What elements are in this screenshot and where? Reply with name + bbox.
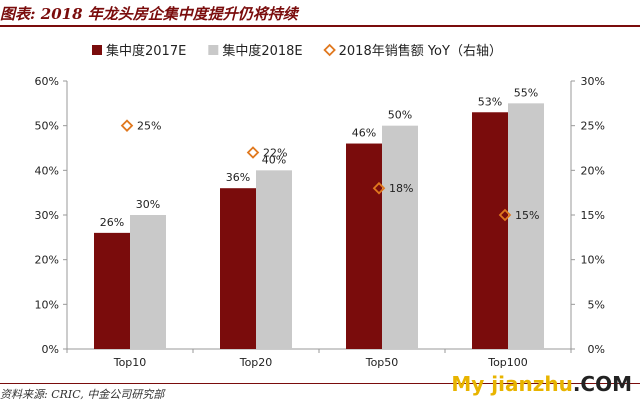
bar-2017e	[346, 143, 382, 349]
bar-2018e	[130, 215, 166, 349]
legend: 集中度2017E 集中度2018E 2018年销售额 YoY（右轴）	[92, 43, 502, 59]
axes: 0% 10% 20% 30% 40% 50% 60% 0% 5% 10% 15% 20% 25% 30% T…	[35, 75, 605, 369]
yoy-data-label: 18%	[389, 182, 413, 195]
legend-label: 集中度2017E	[106, 43, 186, 59]
title-divider	[0, 25, 640, 27]
bar-2018e	[508, 103, 544, 349]
y-left-tick-label: 10%	[35, 298, 59, 311]
yoy-data-label: 25%	[137, 120, 161, 133]
bar-2018e	[256, 170, 292, 349]
yoy-point	[246, 146, 260, 159]
bar-data-label: 30%	[136, 198, 160, 211]
y-left-tick-label: 0%	[42, 343, 59, 356]
chart-title: 图表: 2018 年龙头房企集中度提升仍将持续	[0, 5, 298, 23]
bar-2017e	[94, 232, 130, 349]
y-right-tick-label: 15%	[581, 209, 605, 222]
bar-data-label: 55%	[514, 86, 538, 99]
y-left-tick-label: 20%	[35, 254, 59, 267]
y-left-tick-label: 60%	[35, 75, 59, 88]
y-right-tick-label: 10%	[581, 254, 605, 267]
source-divider	[0, 383, 640, 384]
y-right-tick-label: 0%	[588, 343, 605, 356]
yoy-point	[120, 119, 134, 132]
x-tick-label: Top20	[239, 356, 273, 369]
chart-marks: 26% 30% 36% 40% 46% 50% 53% 55% 25% 22% 18% 15%	[94, 86, 544, 350]
yoy-point	[498, 208, 512, 222]
y-right-tick-label: 30%	[581, 75, 605, 88]
bar-data-label: 50%	[388, 109, 412, 122]
bar-data-label: 26%	[100, 216, 124, 229]
y-left-tick-label: 50%	[35, 120, 59, 133]
y-right-tick-label: 25%	[581, 120, 605, 133]
legend-label: 集中度2018E	[222, 43, 302, 59]
bar-2017e	[472, 112, 508, 350]
yoy-point	[372, 181, 386, 195]
legend-swatch	[92, 45, 102, 55]
legend-swatch	[208, 45, 219, 55]
y-left-tick-label: 30%	[35, 209, 59, 222]
legend-label: 2018年销售额 YoY（右轴）	[339, 43, 502, 59]
watermark-main: My jianzhu	[451, 372, 573, 396]
y-right-tick-label: 5%	[588, 298, 605, 311]
bar-data-label: 36%	[226, 171, 250, 184]
x-tick-label: Top10	[113, 356, 147, 369]
y-left-tick-label: 40%	[35, 164, 59, 177]
y-right-tick-label: 20%	[581, 164, 605, 177]
watermark-suffix: .COM	[572, 372, 632, 396]
bar-data-label: 53%	[478, 95, 502, 108]
yoy-data-label: 15%	[515, 209, 539, 222]
bar-data-label: 40%	[262, 153, 286, 166]
bar-2017e	[220, 188, 256, 349]
x-tick-label: Top50	[365, 356, 399, 369]
bar-2018e	[382, 125, 418, 350]
legend-swatch	[323, 43, 336, 57]
source-note: 资料来源: CRIC, 中金公司研究部	[0, 388, 165, 401]
x-tick-label: Top100	[487, 356, 528, 369]
chart: 集中度2017E 集中度2018E 2018年销售额 YoY（右轴） 0% 10% 20…	[35, 43, 605, 369]
yoy-data-label: 22%	[263, 146, 287, 159]
watermark: My jianzhu.COM	[451, 372, 632, 396]
bar-data-label: 46%	[352, 127, 376, 140]
